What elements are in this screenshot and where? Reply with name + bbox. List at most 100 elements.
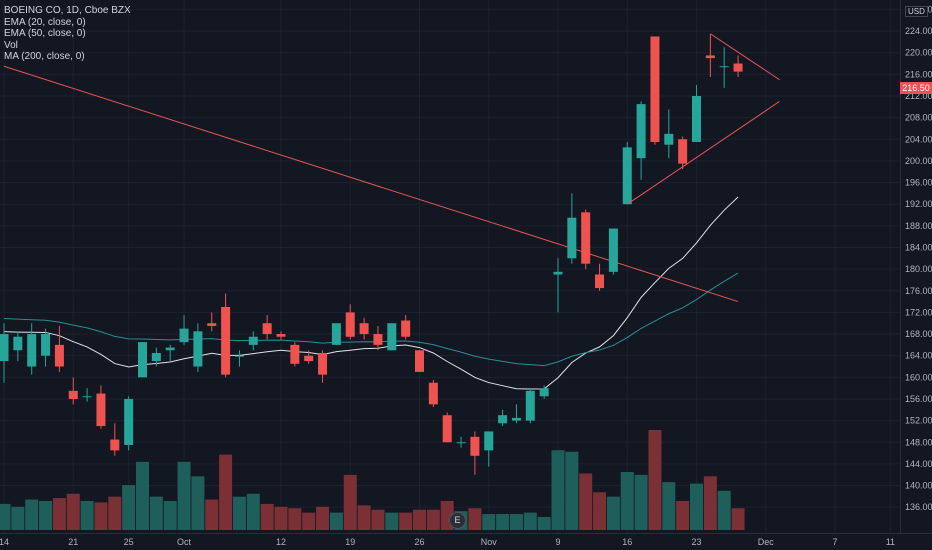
candle-body[interactable]: [442, 415, 452, 443]
candle-body[interactable]: [539, 388, 549, 397]
candle-body[interactable]: [276, 334, 286, 337]
time-tick-label: 25: [124, 537, 134, 547]
volume-bar: [509, 514, 523, 530]
candle-body[interactable]: [290, 344, 300, 364]
candle-body[interactable]: [345, 312, 355, 337]
candle-body[interactable]: [359, 323, 369, 335]
price-tick-label: 164.00: [905, 351, 932, 361]
volume-bar: [219, 454, 233, 530]
volume-bar: [136, 461, 149, 530]
time-tick-label: 21: [68, 537, 78, 547]
candle-body[interactable]: [221, 306, 231, 375]
candle-body[interactable]: [96, 393, 106, 427]
candle-body[interactable]: [207, 323, 217, 326]
time-axis[interactable]: 14 21 25 Oct 12 19 26 Nov 9 16 23 Dec 7 11: [0, 537, 895, 547]
volume-bar: [66, 493, 80, 530]
candle-body[interactable]: [608, 228, 618, 272]
candle-body[interactable]: [151, 352, 161, 362]
time-tick-label: Oct: [177, 537, 192, 547]
candle-body[interactable]: [553, 271, 563, 275]
candle-body[interactable]: [567, 217, 577, 259]
time-tick-label: 9: [555, 537, 560, 547]
candle-body[interactable]: [664, 133, 674, 145]
volume-bar: [371, 509, 385, 530]
trendline[interactable]: [710, 33, 780, 81]
candle-body[interactable]: [110, 439, 120, 451]
candle-body[interactable]: [54, 344, 64, 367]
price-tick-label: 216.00: [905, 69, 932, 79]
time-tick-label: 26: [414, 537, 424, 547]
price-tick-label: 144.00: [905, 459, 932, 469]
candle-body[interactable]: [484, 431, 494, 451]
earnings-marker-icon[interactable]: E: [449, 512, 466, 529]
volume-bar: [260, 503, 274, 530]
candle-body[interactable]: [373, 334, 383, 345]
price-tick-label: 180.00: [905, 264, 932, 274]
candle-body[interactable]: [595, 274, 605, 289]
candle-body[interactable]: [138, 342, 147, 378]
candle-body[interactable]: [692, 95, 701, 142]
candle-body[interactable]: [262, 323, 272, 335]
volume-bar: [357, 505, 371, 530]
candle-body[interactable]: [719, 66, 729, 68]
candle-body[interactable]: [0, 334, 9, 362]
candle-body[interactable]: [193, 331, 203, 367]
candle-body[interactable]: [456, 442, 466, 444]
price-tick-label: 220.00: [905, 48, 932, 58]
candle-body[interactable]: [124, 398, 134, 445]
volume-bar: [316, 506, 330, 530]
candle-body[interactable]: [525, 390, 535, 421]
price-tick-label: 140.00: [905, 481, 932, 491]
candle-body[interactable]: [678, 139, 688, 164]
trendline[interactable]: [626, 100, 780, 205]
volume-bar: [385, 512, 399, 530]
candle-body[interactable]: [498, 415, 508, 424]
price-tick-label: 160.00: [905, 372, 932, 382]
candle-body[interactable]: [68, 390, 78, 399]
volume-bar: [246, 493, 260, 530]
candle-body[interactable]: [401, 320, 411, 337]
time-tick-label: 11: [886, 537, 895, 547]
candle-body[interactable]: [82, 396, 92, 398]
candle-body[interactable]: [415, 350, 424, 372]
volume-bar: [25, 499, 39, 530]
candle-body[interactable]: [387, 323, 397, 351]
candle-body[interactable]: [733, 63, 743, 72]
candle-body[interactable]: [511, 417, 521, 421]
price-tick-label: 172.00: [905, 307, 932, 317]
candle-body[interactable]: [27, 334, 37, 367]
candle-body[interactable]: [581, 212, 591, 264]
candlesticks[interactable]: [0, 33, 743, 475]
candle-body[interactable]: [636, 104, 646, 159]
time-tick-label: 7: [832, 537, 837, 547]
candle-body[interactable]: [470, 436, 480, 456]
candle-body[interactable]: [318, 352, 328, 375]
candle-body[interactable]: [165, 347, 175, 351]
volume-bar: [565, 451, 579, 530]
price-axis[interactable]: 136.00 140.00 144.00 148.00 152.00 156.00 160.…: [905, 4, 932, 512]
volume-bar: [620, 472, 634, 530]
time-tick-label: Nov: [481, 537, 498, 547]
price-tick-label: 136.00: [905, 502, 932, 512]
candle-body[interactable]: [179, 328, 189, 343]
volume-bar: [399, 512, 413, 530]
candle-body[interactable]: [428, 382, 438, 405]
candle-body[interactable]: [234, 355, 244, 357]
candle-body[interactable]: [622, 147, 632, 205]
volume-bar: [537, 516, 551, 530]
volume-bar: [11, 506, 25, 530]
candle-body[interactable]: [650, 36, 660, 142]
currency-label[interactable]: USD: [905, 6, 928, 17]
candle-body[interactable]: [304, 355, 314, 362]
candle-body[interactable]: [41, 334, 51, 356]
volume-bar: [288, 508, 302, 530]
volume-bar: [482, 514, 496, 530]
candle-body[interactable]: [705, 55, 715, 59]
candle-body[interactable]: [13, 336, 23, 351]
trendlines[interactable]: [626, 33, 780, 205]
ema50-line: [3, 272, 739, 367]
volume-bar: [232, 496, 246, 530]
candle-body[interactable]: [248, 336, 258, 345]
candle-body[interactable]: [331, 323, 341, 345]
